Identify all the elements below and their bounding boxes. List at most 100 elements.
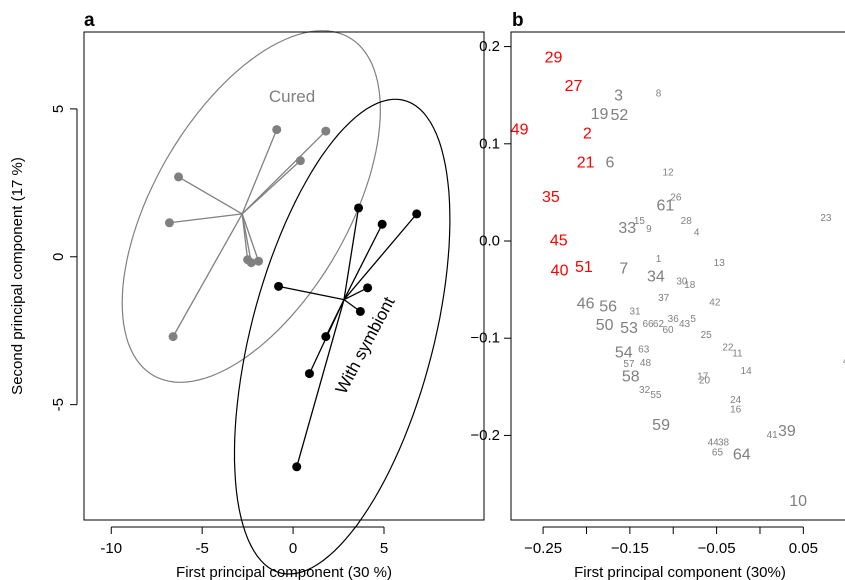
panel-a-y-tick-label: 5 <box>50 105 67 113</box>
point-label-34: 34 <box>647 268 665 285</box>
point-label-61: 61 <box>657 198 675 215</box>
point-label-54: 54 <box>615 344 633 361</box>
panel-a-y-tick-label: -5 <box>50 398 67 411</box>
symbiont-point <box>321 332 331 342</box>
cured-point <box>174 172 184 182</box>
point-label-8: 8 <box>656 89 662 100</box>
symbiont-spoke <box>278 285 345 301</box>
panel-a-x-tick-label: 0 <box>289 540 297 557</box>
panel-b-y-tick-label: −0.2 <box>470 427 500 444</box>
panel-a-label: a <box>84 10 95 31</box>
symbiont-point <box>355 306 365 316</box>
point-label-35: 35 <box>542 189 560 206</box>
point-label-32: 32 <box>639 385 651 396</box>
panel-a-x-axis-title: First principal component (30 %) <box>176 564 392 580</box>
point-label-16: 16 <box>730 405 742 416</box>
panel-a-y-axis: -5 0 5 <box>50 105 78 411</box>
point-label-36: 36 <box>668 314 680 325</box>
point-label-29: 29 <box>545 50 563 67</box>
cured-spoke <box>172 213 243 337</box>
cured-spoke <box>241 213 252 263</box>
cured-point <box>321 126 331 136</box>
panel-a-y-axis-title: Second principal component (17 %) <box>9 157 26 395</box>
cured-point <box>164 218 174 228</box>
symbiont-spoke <box>343 223 383 300</box>
point-label-31: 31 <box>629 306 641 317</box>
point-label-64: 64 <box>733 446 751 463</box>
panel-b-x-tick-label: 0.05 <box>789 540 818 557</box>
point-label-27: 27 <box>565 78 583 95</box>
point-label-17: 17 <box>697 372 709 383</box>
panel-b-x-axis: −0.25 −0.15 −0.05 0.05 <box>524 526 818 557</box>
panel-a-x-tick-label: -5 <box>196 540 209 557</box>
cured-annotation: Cured <box>269 87 315 106</box>
panel-a-points <box>164 125 422 472</box>
point-label-19: 19 <box>591 106 609 123</box>
panel-a-x-axis: -10 -5 0 5 <box>100 526 388 557</box>
point-label-53: 53 <box>620 320 638 337</box>
panel-b-x-tick-label: −0.25 <box>524 540 562 557</box>
point-label-49: 49 <box>511 122 529 139</box>
panel-b-label: b <box>512 10 524 31</box>
point-label-66: 66 <box>643 319 655 330</box>
panel-b-y-tick-label: 0.1 <box>479 135 500 152</box>
point-label-25: 25 <box>701 330 713 341</box>
symbiont-point <box>304 369 314 379</box>
point-label-5: 5 <box>690 314 696 325</box>
point-label-40: 40 <box>551 263 569 280</box>
point-label-22: 22 <box>722 342 734 353</box>
cured-spoke <box>178 176 243 215</box>
panel-b-y-tick-label: 0.2 <box>479 38 500 55</box>
point-label-63: 63 <box>638 344 650 355</box>
point-label-33: 33 <box>618 220 636 237</box>
point-label-41: 41 <box>767 430 779 441</box>
point-label-43: 43 <box>679 319 691 330</box>
point-label-60: 60 <box>662 325 674 336</box>
point-label-1: 1 <box>656 254 662 265</box>
symbiont-point <box>363 283 373 293</box>
symbiont-ellipse <box>233 98 451 575</box>
point-label-44: 44 <box>708 438 720 449</box>
point-label-2: 2 <box>583 126 592 143</box>
point-label-26: 26 <box>670 193 682 204</box>
point-label-9: 9 <box>646 224 652 235</box>
point-label-62: 62 <box>653 319 665 330</box>
cured-spoke <box>241 213 260 262</box>
cured-point <box>168 332 178 342</box>
point-label-58: 58 <box>622 369 640 386</box>
point-label-21: 21 <box>577 155 595 172</box>
cured-spoke <box>241 129 278 215</box>
point-label-59: 59 <box>652 417 670 434</box>
cured-point <box>254 256 264 266</box>
cured-ellipse <box>121 30 381 383</box>
panel-b-y-tick-label: 0.0 <box>479 233 500 250</box>
point-label-46: 46 <box>577 296 595 313</box>
point-label-38: 38 <box>718 438 730 449</box>
point-label-20: 20 <box>699 375 711 386</box>
symbiont-point <box>274 281 284 291</box>
point-label-7: 7 <box>619 261 628 278</box>
panel-a-y-tick-label: 0 <box>50 253 67 261</box>
point-label-13: 13 <box>714 258 726 269</box>
panel-a-x-tick-label: 5 <box>380 540 388 557</box>
point-label-18: 18 <box>684 280 696 291</box>
cured-spoke <box>169 213 243 224</box>
cured-spoke <box>241 130 327 215</box>
panel-a-ellipses <box>121 30 451 575</box>
point-label-57: 57 <box>623 359 635 370</box>
cured-point <box>272 125 282 135</box>
panel-a-x-tick-label: -10 <box>100 540 122 557</box>
symbiont-point <box>354 203 364 213</box>
point-label-24: 24 <box>730 395 742 406</box>
point-label-4: 4 <box>694 228 700 239</box>
point-label-48: 48 <box>640 358 652 369</box>
point-label-65: 65 <box>712 447 724 458</box>
panel-b-x-tick-label: −0.15 <box>611 540 649 557</box>
panel-b-y-axis: 0.2 0.1 0.0 −0.1 −0.2 <box>470 38 511 444</box>
point-label-51: 51 <box>575 259 593 276</box>
